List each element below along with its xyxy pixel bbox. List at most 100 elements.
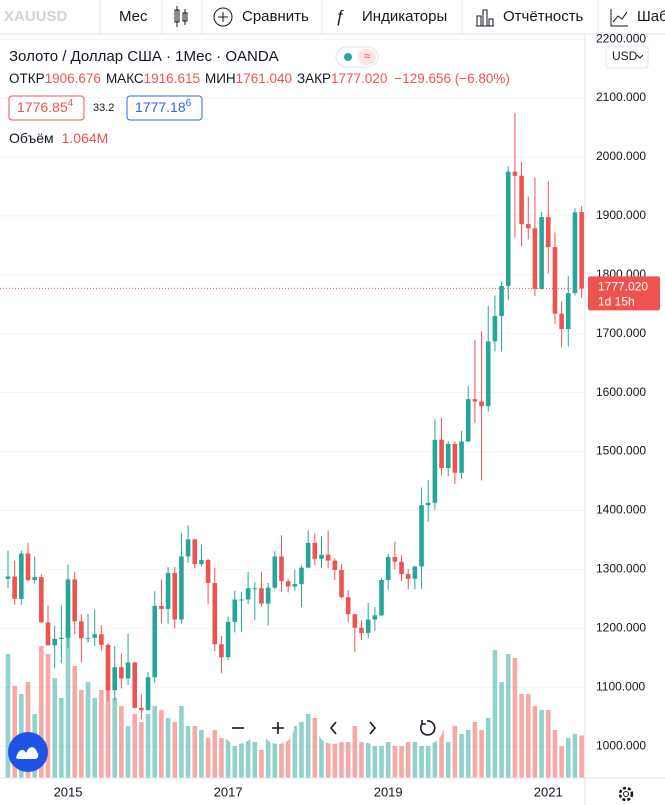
volume-bar bbox=[339, 742, 344, 778]
candle-body bbox=[179, 556, 184, 620]
y-tick-label: 1400.000 bbox=[596, 503, 646, 517]
symbol[interactable]: XAUUSD bbox=[4, 8, 68, 25]
volume-bar bbox=[165, 718, 171, 778]
candle-body bbox=[372, 615, 378, 620]
open-label: ОТКР bbox=[9, 71, 45, 86]
indicators[interactable]: Индикаторы bbox=[362, 8, 447, 25]
ask[interactable]: 1777.186 bbox=[135, 98, 192, 115]
candle-body bbox=[125, 662, 131, 679]
low-value: 1761.040 bbox=[236, 71, 292, 86]
ohlc: ОТКР1906.676 МАКС1916.615 МИН1761.040 ЗАКР1… bbox=[9, 71, 510, 86]
candle-body bbox=[325, 554, 331, 561]
legend-title: Золото / Доллар США · 1Мес · OANDA bbox=[9, 48, 279, 65]
scroll-left[interactable] bbox=[317, 712, 349, 744]
volume-bar bbox=[92, 698, 98, 778]
y-tick-label: 1700.000 bbox=[596, 326, 646, 340]
candle-body bbox=[459, 441, 464, 473]
volume-bar bbox=[385, 742, 391, 778]
candle-body bbox=[319, 554, 324, 559]
volume-bar bbox=[59, 698, 64, 778]
templates-icon[interactable] bbox=[610, 9, 628, 27]
candle-body bbox=[299, 567, 304, 585]
candle-body bbox=[145, 677, 151, 711]
compare-icon[interactable] bbox=[213, 7, 233, 27]
volume-bar bbox=[319, 726, 324, 778]
candle-body bbox=[352, 614, 358, 628]
settings[interactable] bbox=[618, 786, 634, 802]
close-label: ЗАКР bbox=[297, 71, 331, 86]
candle-body bbox=[405, 574, 411, 579]
scroll-right[interactable] bbox=[357, 712, 389, 744]
currency[interactable]: USD bbox=[612, 49, 638, 63]
volume-bar bbox=[459, 734, 464, 778]
candle-body bbox=[252, 588, 258, 590]
candle-body bbox=[65, 579, 71, 638]
zoom-controls bbox=[222, 712, 443, 744]
candle-body bbox=[272, 556, 278, 588]
reports-icon[interactable] bbox=[476, 9, 494, 27]
candle-body bbox=[132, 662, 138, 708]
volume-bar bbox=[5, 654, 11, 778]
templates[interactable]: Шаб bbox=[637, 8, 665, 25]
volume-bar bbox=[425, 746, 431, 778]
x-tick-label: 2017 bbox=[214, 784, 243, 799]
candle-body bbox=[112, 667, 118, 691]
ask-value: 1777.18 bbox=[135, 99, 186, 115]
fx-icon[interactable]: ƒ bbox=[335, 6, 344, 25]
candle-body bbox=[285, 581, 291, 587]
buy-box[interactable] bbox=[126, 95, 203, 121]
reset[interactable] bbox=[411, 712, 443, 744]
candle-body bbox=[519, 175, 524, 225]
candle-body bbox=[439, 439, 444, 469]
candle-body bbox=[332, 560, 338, 571]
volume-bar bbox=[499, 682, 504, 778]
x-tick-label: 2015 bbox=[54, 784, 83, 799]
candle-body bbox=[512, 171, 518, 176]
volume-bar bbox=[539, 710, 544, 778]
volume-bar bbox=[565, 738, 571, 778]
candle-body bbox=[485, 341, 491, 407]
candle-body bbox=[152, 605, 158, 678]
candle-body bbox=[505, 171, 511, 287]
bid[interactable]: 1776.854 bbox=[17, 98, 74, 115]
volume-bar bbox=[85, 682, 91, 778]
candle-body bbox=[265, 587, 271, 604]
x-tick-label: 2021 bbox=[534, 784, 563, 799]
candle-body bbox=[445, 443, 451, 469]
interval[interactable]: Мес bbox=[119, 8, 148, 25]
high-value: 1916.615 bbox=[144, 71, 200, 86]
candle-body bbox=[572, 212, 578, 294]
reports[interactable]: Отчётность bbox=[503, 8, 584, 25]
candle-body bbox=[345, 597, 351, 615]
candle-body bbox=[532, 228, 538, 289]
candle-body bbox=[492, 316, 498, 342]
candle-body bbox=[499, 286, 504, 317]
sell-box[interactable] bbox=[8, 95, 85, 121]
candle-body bbox=[219, 644, 224, 658]
volume-bar bbox=[479, 730, 484, 778]
price-tag-countdown: 1d 15h bbox=[598, 295, 635, 309]
compare[interactable]: Сравнить bbox=[242, 8, 309, 25]
volume-bar bbox=[312, 718, 318, 778]
candle-icon[interactable] bbox=[174, 6, 188, 27]
low-label: МИН bbox=[205, 71, 236, 86]
price-tag-price: 1777.020 bbox=[598, 280, 648, 294]
candle-body bbox=[165, 572, 171, 609]
plot bbox=[0, 38, 585, 778]
volume-bar bbox=[559, 746, 564, 778]
candle-body bbox=[99, 634, 104, 645]
candle-body bbox=[32, 577, 37, 581]
candle-body bbox=[365, 619, 371, 634]
candle-body bbox=[199, 559, 204, 565]
volume-bar bbox=[579, 735, 584, 778]
volume-bar bbox=[152, 706, 158, 778]
volume-bar bbox=[232, 746, 238, 778]
delay-pill bbox=[358, 49, 376, 65]
volume-bar bbox=[285, 726, 291, 778]
candle-body bbox=[312, 542, 318, 559]
volume-bar bbox=[99, 690, 104, 778]
currency-button[interactable] bbox=[605, 45, 649, 69]
candle-body bbox=[545, 217, 551, 248]
